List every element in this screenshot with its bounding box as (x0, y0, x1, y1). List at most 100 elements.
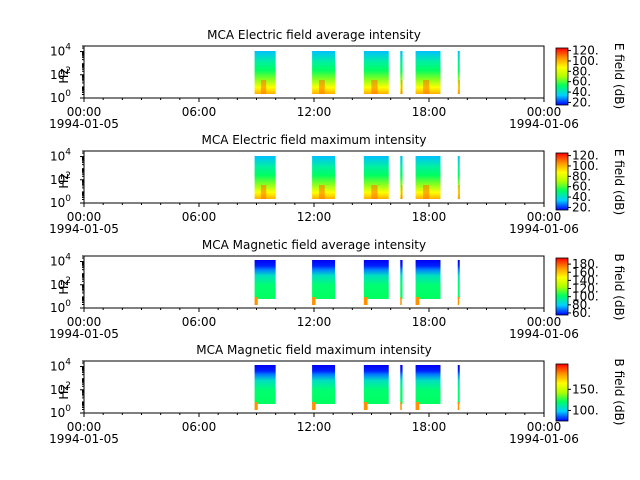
spectrogram-accent (254, 402, 258, 410)
y-tick-label: 100 (50, 194, 71, 210)
spectrogram-accent (260, 185, 267, 199)
colorbar (555, 363, 569, 422)
x-date-label: 1994-01-06 (509, 327, 579, 341)
y-tick-label: 100 (50, 404, 71, 420)
x-tick-label: 18:00 (412, 210, 447, 224)
spectrogram-accent (415, 297, 420, 305)
colorbar (555, 47, 569, 106)
x-tick-label: 00:00 (527, 420, 562, 434)
spectrogram-accent (423, 80, 430, 94)
spectrogram-block (415, 260, 441, 299)
y-tick-label: 102 (50, 171, 71, 187)
panel-title: MCA Electric field average intensity (207, 28, 421, 42)
x-tick-label: 12:00 (297, 210, 332, 224)
x-tick-label: 06:00 (182, 210, 217, 224)
spectrogram-block (415, 365, 441, 404)
spectrogram-block (312, 260, 336, 299)
spectrogram-accent (458, 80, 460, 94)
y-axis-label: Hz (57, 173, 71, 188)
panel-title: MCA Magnetic field maximum intensity (196, 343, 432, 357)
x-tick-label: 00:00 (67, 315, 102, 329)
spectrogram-accent (363, 297, 368, 305)
spectrogram-accent (400, 80, 403, 94)
spectrogram-accent (371, 185, 378, 199)
colorbar-tick-label: 100. (572, 159, 599, 173)
x-tick-label: 18:00 (412, 105, 447, 119)
spectrogram-accent (400, 402, 402, 410)
panel-electric-average: MCA Electric field average intensity Hz … (49, 28, 626, 131)
y-tick-label: 100 (50, 89, 71, 105)
y-tick-label: 104 (50, 43, 71, 59)
spectrogram-block (457, 260, 460, 299)
colorbar-tick-label: 60. (572, 306, 591, 320)
colorbar-label: B field (dB) (612, 254, 626, 321)
x-tick-label: 00:00 (527, 105, 562, 119)
colorbar-tick-label: 80. (572, 64, 591, 78)
spectrogram-accent (400, 185, 403, 199)
spectrogram-block (254, 156, 276, 199)
colorbar-label: B field (dB) (612, 359, 626, 426)
colorbar-tick-label: 140. (572, 273, 599, 287)
x-tick-label: 00:00 (527, 210, 562, 224)
y-tick-label: 102 (50, 381, 71, 397)
y-tick-label: 100 (50, 299, 71, 315)
panel-electric-maximum: MCA Electric field maximum intensity Hz … (49, 133, 626, 236)
x-date-label: 1994-01-06 (509, 117, 579, 131)
x-date-label: 1994-01-05 (49, 222, 119, 236)
spectrogram-block (312, 156, 336, 199)
colorbar-tick-label: 180. (572, 257, 599, 271)
spectrogram-accent (254, 297, 258, 305)
panel-title: MCA Magnetic field average intensity (202, 238, 426, 252)
spectrogram-accent (318, 185, 325, 199)
spectrogram-block (457, 51, 460, 94)
x-tick-label: 18:00 (412, 420, 447, 434)
x-tick-label: 06:00 (182, 420, 217, 434)
spectrogram-block (254, 51, 276, 94)
spectrogram-block (254, 260, 276, 299)
spectrogram-accent (423, 185, 430, 199)
x-tick-label: 12:00 (297, 420, 332, 434)
colorbar-tick-label: 120. (572, 149, 599, 163)
colorbar-tick-label: 40. (572, 85, 591, 99)
spectrogram-block (457, 156, 460, 199)
y-axis-label: Hz (57, 279, 71, 294)
x-tick-label: 12:00 (297, 105, 332, 119)
spectrogram-block (400, 156, 403, 199)
colorbar-label: E field (dB) (612, 43, 626, 109)
colorbar-tick-label: 40. (572, 190, 591, 204)
spectrogram-accent (458, 185, 460, 199)
colorbar (555, 257, 569, 316)
x-tick-label: 06:00 (182, 105, 217, 119)
colorbar-tick-label: 100. (572, 290, 599, 304)
x-tick-label: 12:00 (297, 315, 332, 329)
colorbar-tick-label: 60. (572, 75, 591, 89)
spectrogram-block (312, 51, 336, 94)
spectrogram-block (363, 260, 389, 299)
spectrogram-accent (415, 402, 420, 410)
y-axis-label: Hz (57, 384, 71, 399)
colorbar-label: E field (dB) (612, 149, 626, 215)
x-date-label: 1994-01-05 (49, 327, 119, 341)
panel-magnetic-maximum: MCA Magnetic field maximum intensity Hz … (49, 343, 626, 446)
spectrogram-accent (457, 297, 460, 305)
x-tick-label: 00:00 (67, 210, 102, 224)
colorbar-tick-label: 20. (572, 200, 591, 214)
spectrogram-block (400, 51, 403, 94)
colorbar-tick-label: 60. (572, 180, 591, 194)
panel-title: MCA Electric field maximum intensity (201, 133, 426, 147)
colorbar-tick-label: 150. (572, 382, 599, 396)
colorbar-tick-label: 80. (572, 169, 591, 183)
y-tick-label: 104 (50, 148, 71, 164)
colorbar-tick-label: 120. (572, 44, 599, 58)
spectrogram-block (457, 365, 460, 404)
y-tick-label: 102 (50, 66, 71, 82)
colorbar-tick-label: 20. (572, 95, 591, 109)
panel-magnetic-average: MCA Magnetic field average intensity Hz … (49, 238, 626, 341)
x-date-label: 1994-01-06 (509, 222, 579, 236)
spectrogram-block (400, 260, 403, 299)
x-tick-label: 00:00 (527, 315, 562, 329)
colorbar-tick-label: 160. (572, 265, 599, 279)
spectrogram-accent (400, 297, 402, 305)
x-tick-label: 00:00 (67, 420, 102, 434)
